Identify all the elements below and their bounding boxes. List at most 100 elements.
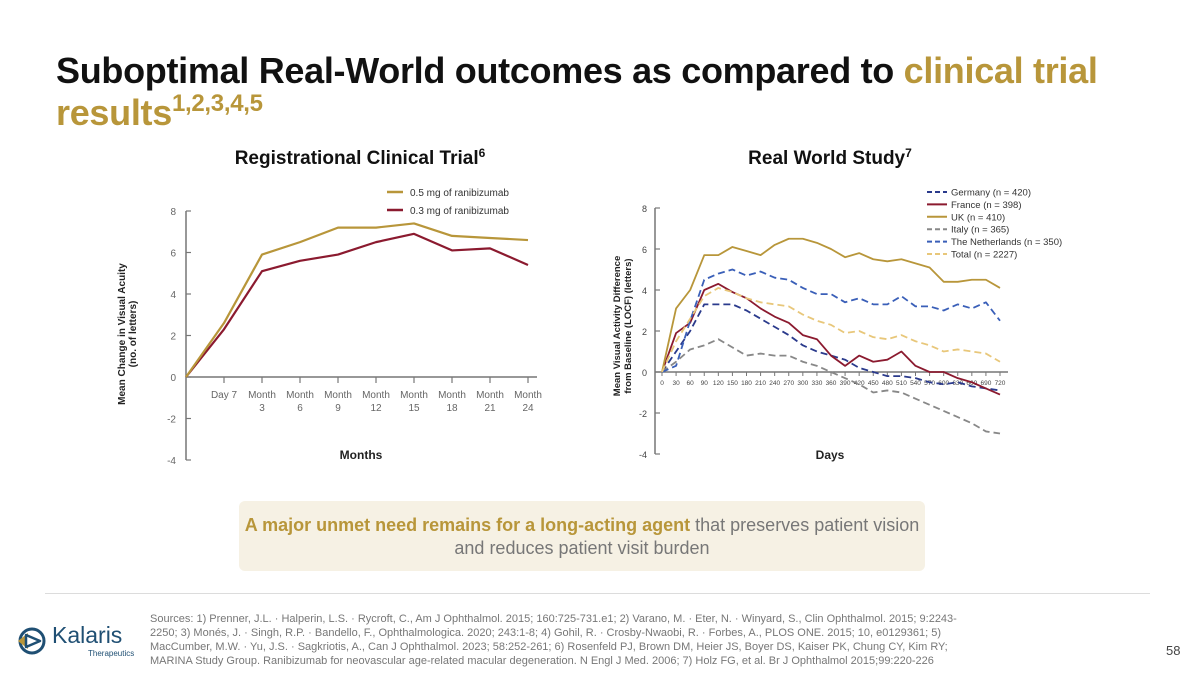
chart2-legend-label: UK (n = 410) <box>951 212 1005 223</box>
chart2-x-tick-label: 660 <box>966 380 977 387</box>
chart2-x-tick-label: 630 <box>952 380 963 387</box>
chart1-y-tick-label: 8 <box>170 207 176 218</box>
chart1-legend-label: 0.3 mg of ranibizumab <box>410 206 509 217</box>
chart2-series-line <box>661 282 1001 396</box>
chart1-series-line <box>185 222 529 378</box>
sources-text: Sources: 1) Prenner, J.L. · Halperin, L.… <box>150 613 957 667</box>
chart1-x-tick-label: Month <box>476 390 504 401</box>
chart2-x-tick-label: 420 <box>854 380 865 387</box>
chart2-x-tick-label: 480 <box>882 380 893 387</box>
chart1-y-axis-label-line1: Mean Change in Visual Acuity <box>117 263 128 405</box>
chart1-x-tick-label: 3 <box>259 403 265 414</box>
chart2-series-line <box>661 338 1001 435</box>
chart2-legend-label: Italy (n = 365) <box>951 225 1009 236</box>
chart2-y-tick-label: 4 <box>642 286 647 296</box>
chart1-x-tick-label: 6 <box>297 403 303 414</box>
chart1-y-tick-label: -4 <box>167 456 176 467</box>
chart2-x-tick-label: 690 <box>980 380 991 387</box>
chart1-x-tick-label: Month <box>400 390 428 401</box>
chart2-legend-label: The Netherlands (n = 350) <box>951 237 1062 248</box>
chart1-x-tick-label: Month <box>362 390 390 401</box>
slide-title: Suboptimal Real-World outcomes as compar… <box>56 50 1136 134</box>
chart1-y-tick-label: 6 <box>170 249 176 260</box>
chart2-x-tick-label: 540 <box>910 380 921 387</box>
chart1-series-line <box>185 232 529 378</box>
chart1-x-tick-label: 18 <box>446 403 458 414</box>
chart1-x-tick-label: 21 <box>484 403 496 414</box>
chart1-x-tick-label: Month <box>324 390 352 401</box>
logo-name: Kalaris <box>52 622 123 648</box>
chart1-x-axis-label: Months <box>340 448 383 462</box>
chart2-legend-label: Germany (n = 420) <box>951 188 1031 199</box>
chart1-x-tick-label: Day 7 <box>211 390 238 401</box>
logo-sub: Therapeutics <box>88 649 135 658</box>
chart1-legend-label: 0.5 mg of ranibizumab <box>410 188 509 199</box>
chart1-x-tick-label: Month <box>514 390 542 401</box>
chart2-x-tick-label: 510 <box>896 380 907 387</box>
chart2-x-tick-label: 450 <box>868 380 879 387</box>
chart2-x-tick-label: 0 <box>660 380 664 387</box>
chart2-legend-label: Total (n = 2227) <box>951 250 1017 261</box>
chart2-x-tick-label: 30 <box>672 380 680 387</box>
callout-rest: that preserves patient vision and reduce… <box>454 515 920 558</box>
kalaris-logo: Kalaris Therapeutics <box>16 622 134 662</box>
chart-title-realworld-text: Real World Study <box>748 148 906 169</box>
chart2-x-tick-label: 120 <box>713 380 724 387</box>
chart2-x-tick-label: 240 <box>769 380 780 387</box>
chart2-x-tick-label: 390 <box>840 380 851 387</box>
kalaris-logo-icon <box>18 627 46 655</box>
chart2-x-tick-label: 270 <box>783 380 794 387</box>
chart2-y-axis-label-line2: from Baseline (LOCF) (letters) <box>623 258 634 393</box>
chart-title-clinical: Registrational Clinical Trial6 <box>200 146 520 170</box>
chart2-y-tick-label: -4 <box>639 450 647 460</box>
chart1-y-tick-label: -2 <box>167 415 176 426</box>
chart1-x-tick-label: 24 <box>522 403 534 414</box>
chart1-y-axis-label-line2: (no. of letters) <box>128 301 139 368</box>
chart-title-clinical-text: Registrational Clinical Trial <box>234 148 479 169</box>
chart2-series-line <box>661 268 1001 373</box>
title-main: Suboptimal Real-World outcomes as compar… <box>56 50 904 91</box>
chart1-y-tick-label: 0 <box>170 373 176 384</box>
chart2-y-tick-label: 8 <box>642 204 647 214</box>
chart1-y-tick-label: 2 <box>170 332 176 343</box>
chart2-x-tick-label: 210 <box>755 380 766 387</box>
chart2-y-tick-label: 6 <box>642 245 647 255</box>
chart1-x-tick-label: Month <box>438 390 466 401</box>
callout-strong: A major unmet need remains for a long-ac… <box>244 515 691 535</box>
chart-title-realworld: Real World Study7 <box>690 146 970 170</box>
chart2-y-axis-label: Mean Visual Activity Difference from Base… <box>612 256 634 396</box>
chart2-y-tick-label: -2 <box>639 409 647 419</box>
chart-title-realworld-ref: 7 <box>905 146 912 160</box>
chart1-x-tick-label: Month <box>248 390 276 401</box>
chart2-x-tick-label: 60 <box>687 380 695 387</box>
chart2-y-tick-label: 0 <box>642 368 647 378</box>
footer-divider <box>45 593 1150 594</box>
chart2-x-axis-label: Days <box>816 448 845 462</box>
chart2-y-tick-label: 2 <box>642 327 647 337</box>
chart2-series-line <box>661 287 1001 373</box>
chart2-x-tick-label: 330 <box>811 380 822 387</box>
page-number: 58 <box>1166 643 1181 658</box>
chart2-y-axis-label-line1: Mean Visual Activity Difference <box>612 256 623 396</box>
title-refs: 1,2,3,4,5 <box>171 90 263 117</box>
chart1-x-tick-label: Month <box>286 390 314 401</box>
chart2-x-tick-label: 90 <box>701 380 709 387</box>
chart2-series-line <box>661 303 1001 392</box>
chart2-legend-label: France (n = 398) <box>951 200 1022 211</box>
chart1-x-tick-label: 15 <box>408 403 420 414</box>
chart2-x-tick-label: 300 <box>797 380 808 387</box>
chart-title-clinical-ref: 6 <box>478 146 486 160</box>
title-highlight: clinical trial results <box>56 50 1098 133</box>
chart1-x-tick-label: 12 <box>370 403 382 414</box>
chart2-x-tick-label: 180 <box>741 380 752 387</box>
chart1-y-tick-label: 4 <box>170 290 176 301</box>
chart2-x-tick-label: 570 <box>924 380 935 387</box>
chart2-x-tick-label: 360 <box>826 380 837 387</box>
chart1-x-tick-label: 9 <box>335 403 341 414</box>
chart2-x-tick-label: 150 <box>727 380 738 387</box>
callout-box: A major unmet need remains for a long-ac… <box>239 501 925 571</box>
chart2-x-tick-label: 600 <box>938 380 949 387</box>
chart2-series-line <box>661 237 1001 373</box>
chart1-y-axis-label: Mean Change in Visual Acuity (no. of lett… <box>117 263 139 405</box>
